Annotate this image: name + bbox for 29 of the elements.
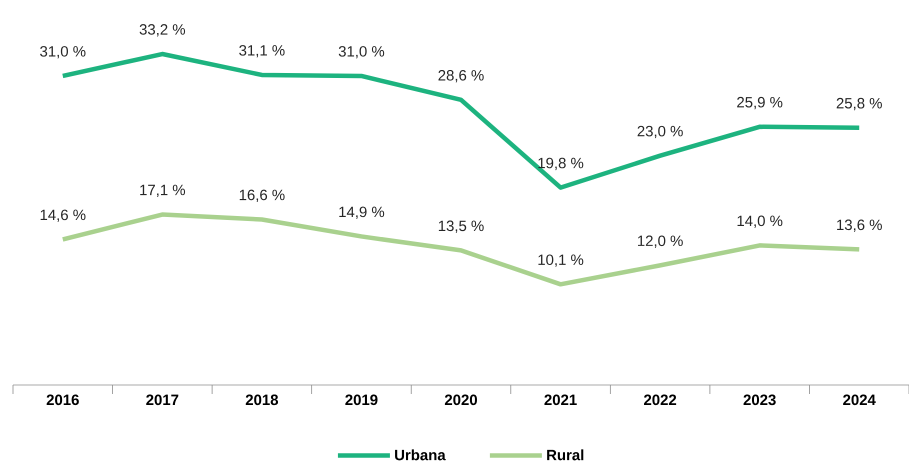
x-tick-label: 2020: [444, 394, 477, 406]
data-label: 33,2 %: [140, 24, 186, 36]
x-tick-label: 2022: [644, 394, 676, 406]
data-label: 14,6 %: [40, 210, 86, 222]
legend-label: Rural: [547, 449, 584, 460]
data-label: 28,6 %: [438, 70, 484, 82]
data-label: 19,8 %: [538, 158, 584, 170]
data-label: 14,9 %: [339, 206, 384, 219]
x-tick-label: 2024: [843, 394, 876, 406]
data-label: 10,1 %: [538, 254, 584, 267]
data-label: 31,1 %: [239, 45, 285, 58]
x-tick-label: 2023: [744, 394, 776, 406]
data-label: 17,1 %: [140, 184, 186, 197]
data-label: 31,0 %: [40, 46, 86, 58]
data-label: 25,8 %: [836, 98, 882, 110]
data-label: 14,0 %: [738, 216, 782, 228]
x-tick-label: 2021: [544, 394, 577, 406]
legend-label: Urbana: [395, 449, 446, 460]
x-tick-label: 2017: [146, 394, 178, 406]
x-tick-label: 2018: [246, 394, 278, 406]
data-label: 12,0 %: [638, 235, 683, 248]
data-label: 13,5 %: [438, 220, 484, 233]
x-tick-label: 2019: [345, 394, 378, 406]
data-label: 13,6 %: [837, 220, 882, 232]
data-label: 16,6 %: [240, 190, 285, 202]
x-tick-label: 2016: [46, 394, 79, 406]
data-label: 25,9 %: [737, 96, 782, 110]
data-label: 31,0 %: [338, 46, 384, 58]
data-label: 23,0 %: [638, 126, 683, 138]
